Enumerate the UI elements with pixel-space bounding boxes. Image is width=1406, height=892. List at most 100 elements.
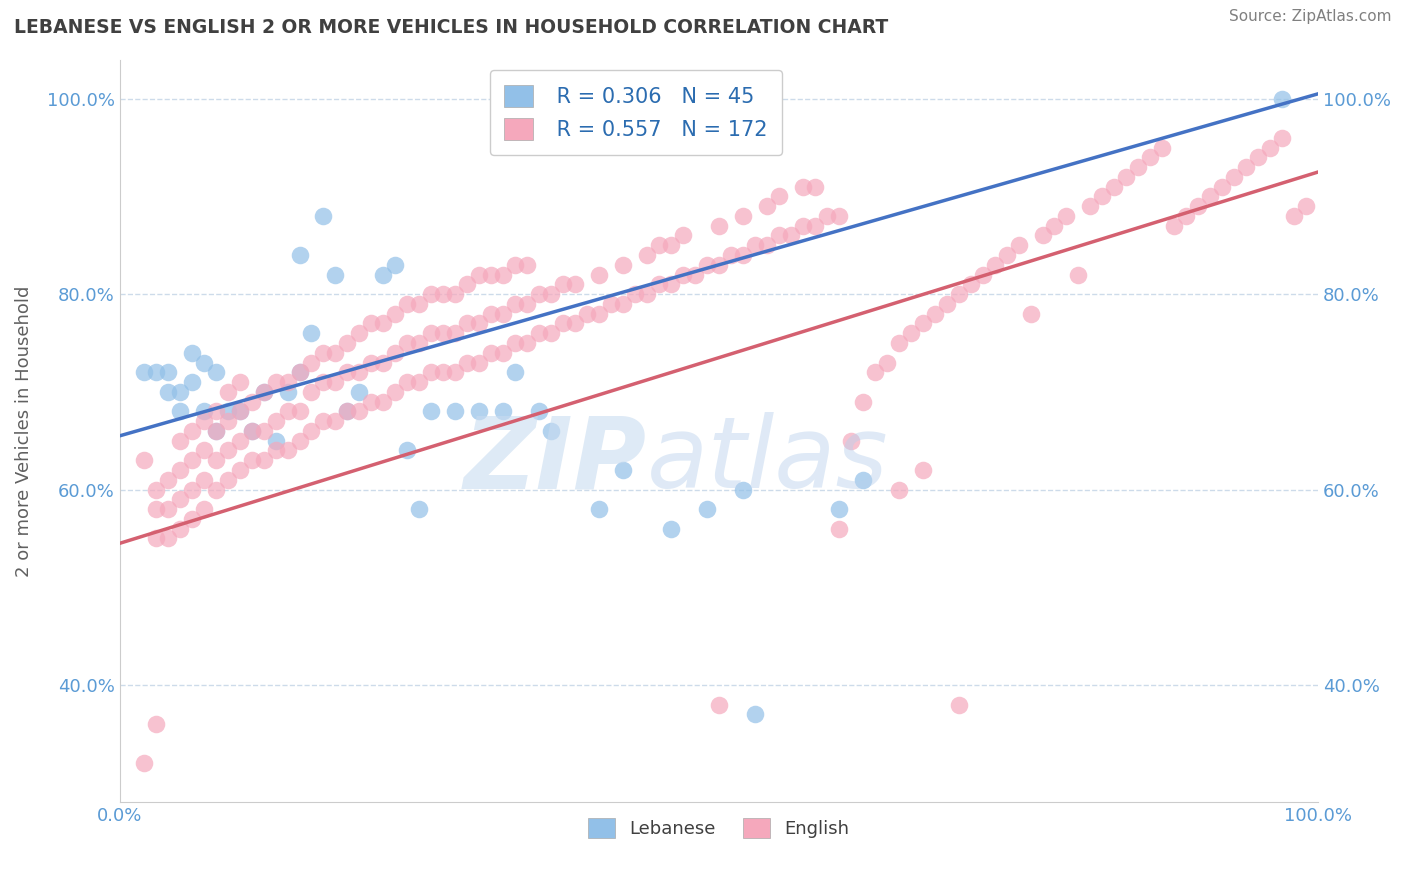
Point: [204, 365, 226, 379]
Point: [408, 502, 430, 516]
Point: [612, 463, 634, 477]
Point: [156, 532, 179, 546]
Point: [408, 336, 430, 351]
Point: [420, 404, 443, 418]
Point: [193, 502, 215, 516]
Point: [707, 219, 730, 233]
Point: [1056, 209, 1078, 223]
Point: [828, 522, 851, 536]
Point: [659, 522, 682, 536]
Point: [600, 297, 623, 311]
Point: [804, 219, 827, 233]
Point: [1104, 179, 1126, 194]
Point: [744, 238, 766, 252]
Point: [588, 307, 610, 321]
Point: [373, 268, 395, 282]
Point: [264, 414, 287, 428]
Point: [312, 209, 335, 223]
Point: [228, 463, 250, 477]
Point: [420, 287, 443, 301]
Point: [948, 698, 970, 712]
Point: [193, 473, 215, 487]
Point: [444, 326, 467, 341]
Point: [349, 365, 371, 379]
Point: [204, 424, 226, 438]
Point: [336, 404, 359, 418]
Point: [132, 365, 155, 379]
Point: [301, 424, 323, 438]
Point: [384, 384, 406, 399]
Point: [1080, 199, 1102, 213]
Point: [169, 492, 191, 507]
Point: [264, 434, 287, 448]
Point: [516, 297, 538, 311]
Point: [755, 199, 778, 213]
Point: [672, 228, 695, 243]
Point: [420, 365, 443, 379]
Point: [540, 287, 562, 301]
Point: [264, 375, 287, 389]
Point: [1223, 169, 1246, 184]
Point: [1031, 228, 1053, 243]
Point: [240, 394, 263, 409]
Point: [959, 277, 981, 292]
Point: [432, 365, 454, 379]
Point: [948, 287, 970, 301]
Point: [1258, 140, 1281, 154]
Point: [288, 434, 311, 448]
Point: [527, 326, 550, 341]
Point: [731, 209, 754, 223]
Point: [1271, 130, 1294, 145]
Point: [468, 317, 491, 331]
Point: [420, 326, 443, 341]
Point: [731, 483, 754, 497]
Point: [432, 287, 454, 301]
Point: [325, 414, 347, 428]
Point: [1282, 209, 1305, 223]
Point: [336, 365, 359, 379]
Point: [325, 345, 347, 359]
Point: [540, 424, 562, 438]
Point: [683, 268, 706, 282]
Point: [911, 463, 934, 477]
Point: [648, 277, 671, 292]
Point: [240, 453, 263, 467]
Point: [624, 287, 647, 301]
Point: [731, 248, 754, 262]
Point: [156, 502, 179, 516]
Point: [360, 317, 382, 331]
Point: [444, 287, 467, 301]
Point: [204, 483, 226, 497]
Point: [252, 384, 274, 399]
Point: [636, 287, 658, 301]
Point: [779, 228, 801, 243]
Point: [636, 248, 658, 262]
Point: [396, 297, 419, 311]
Point: [217, 473, 239, 487]
Point: [169, 384, 191, 399]
Point: [792, 219, 814, 233]
Point: [972, 268, 994, 282]
Point: [217, 414, 239, 428]
Point: [288, 404, 311, 418]
Point: [204, 453, 226, 467]
Point: [540, 326, 562, 341]
Point: [145, 502, 167, 516]
Point: [588, 268, 610, 282]
Point: [276, 404, 298, 418]
Point: [180, 375, 202, 389]
Point: [264, 443, 287, 458]
Point: [911, 317, 934, 331]
Point: [1067, 268, 1090, 282]
Point: [145, 532, 167, 546]
Point: [288, 248, 311, 262]
Point: [180, 424, 202, 438]
Point: [325, 375, 347, 389]
Point: [839, 434, 862, 448]
Point: [648, 238, 671, 252]
Point: [503, 336, 526, 351]
Point: [659, 238, 682, 252]
Point: [169, 434, 191, 448]
Point: [815, 209, 838, 223]
Point: [1271, 92, 1294, 106]
